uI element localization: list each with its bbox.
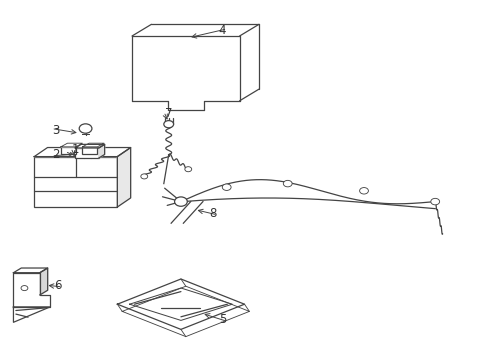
Polygon shape [14, 307, 50, 322]
Polygon shape [34, 148, 130, 157]
Text: 7: 7 [164, 107, 172, 120]
Text: 8: 8 [208, 207, 216, 220]
Polygon shape [14, 273, 50, 307]
Text: 5: 5 [218, 313, 226, 326]
Text: 2: 2 [52, 148, 60, 161]
Circle shape [79, 124, 92, 133]
Text: 6: 6 [54, 279, 61, 292]
Polygon shape [99, 144, 104, 158]
Circle shape [174, 197, 187, 206]
Circle shape [283, 180, 291, 187]
Circle shape [21, 285, 28, 291]
Polygon shape [61, 143, 82, 147]
Circle shape [222, 184, 231, 190]
Circle shape [176, 198, 185, 205]
Circle shape [359, 188, 367, 194]
Polygon shape [117, 279, 244, 329]
Polygon shape [82, 143, 104, 147]
Text: 4: 4 [218, 24, 226, 37]
Circle shape [141, 174, 147, 179]
Polygon shape [75, 144, 104, 148]
Polygon shape [14, 268, 48, 273]
Polygon shape [117, 148, 130, 207]
Bar [82, 147, 97, 154]
Polygon shape [40, 268, 48, 295]
Text: 1: 1 [72, 143, 80, 156]
Text: 3: 3 [52, 124, 60, 137]
Bar [75, 148, 99, 158]
Bar [34, 157, 117, 207]
Bar [61, 147, 76, 154]
Circle shape [430, 198, 439, 205]
Circle shape [184, 167, 191, 172]
Circle shape [163, 121, 173, 128]
